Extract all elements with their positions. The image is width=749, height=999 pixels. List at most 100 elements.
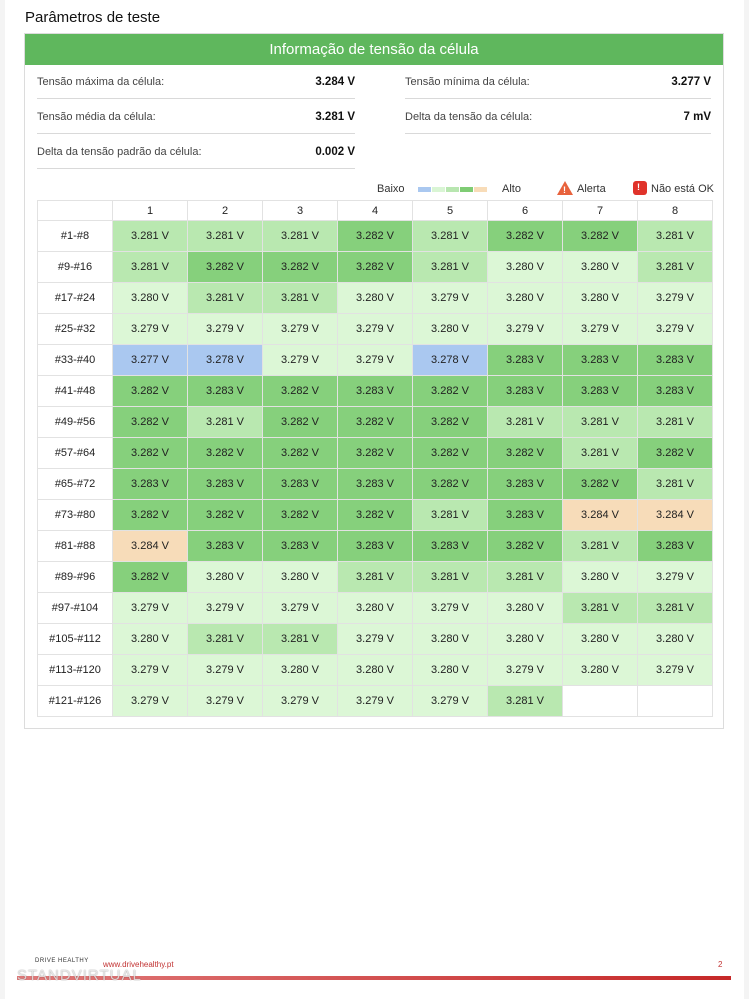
voltage-cell: 3.283 V <box>337 375 413 407</box>
stat-value: 3.284 V <box>315 75 355 88</box>
voltage-cell: 3.279 V <box>412 685 488 717</box>
table-row: #65-#72 3.283 V 3.283 V 3.283 V 3.283 V 3.282… <box>37 468 713 500</box>
voltage-cell: 3.283 V <box>262 530 338 562</box>
column-header: 1 <box>112 200 188 221</box>
voltage-cell: 3.281 V <box>337 561 413 593</box>
row-label: #17-#24 <box>37 282 113 314</box>
voltage-cell: 3.282 V <box>412 375 488 407</box>
voltage-cell: 3.283 V <box>337 468 413 500</box>
alarm-light-icon <box>633 181 647 195</box>
voltage-cell: 3.281 V <box>187 220 263 252</box>
column-header: 3 <box>262 200 338 221</box>
stat-label: Delta da tensão padrão da célula: <box>37 145 202 158</box>
card-title: Informação de tensão da célula <box>25 34 723 65</box>
voltage-cell: 3.282 V <box>187 437 263 469</box>
voltage-cell: 3.281 V <box>637 468 713 500</box>
legend-swatch <box>432 187 445 192</box>
voltage-cell: 3.283 V <box>412 530 488 562</box>
voltage-cell: 3.282 V <box>337 251 413 283</box>
voltage-cell: 3.282 V <box>637 437 713 469</box>
voltage-cell: 3.282 V <box>112 499 188 531</box>
row-label: #9-#16 <box>37 251 113 283</box>
voltage-cell: 3.283 V <box>562 375 638 407</box>
voltage-cell: 3.282 V <box>262 406 338 438</box>
voltage-cell: 3.281 V <box>487 406 563 438</box>
voltage-cell: 3.278 V <box>412 344 488 376</box>
voltage-cell: 3.282 V <box>112 375 188 407</box>
voltage-cell: 3.284 V <box>637 499 713 531</box>
column-header: 2 <box>187 200 263 221</box>
voltage-cell: 3.283 V <box>487 468 563 500</box>
row-label: #81-#88 <box>37 530 113 562</box>
empty-cell <box>637 685 713 717</box>
voltage-cell: 3.282 V <box>262 499 338 531</box>
voltage-cell: 3.281 V <box>412 499 488 531</box>
voltage-cell: 3.283 V <box>262 468 338 500</box>
legend-high-label: Alto <box>502 183 521 195</box>
legend-swatch <box>418 187 431 192</box>
voltage-cell: 3.279 V <box>412 282 488 314</box>
voltage-cell: 3.280 V <box>412 313 488 345</box>
voltage-cell: 3.283 V <box>487 375 563 407</box>
voltage-cell: 3.284 V <box>562 499 638 531</box>
table-row: #121-#126 3.279 V 3.279 V 3.279 V 3.279 V 3.2… <box>37 685 713 717</box>
voltage-cell: 3.280 V <box>487 623 563 655</box>
voltage-cell: 3.280 V <box>187 561 263 593</box>
voltage-cell: 3.279 V <box>112 313 188 345</box>
warning-triangle-icon <box>557 181 573 195</box>
legend-swatch <box>446 187 459 192</box>
voltage-cell: 3.281 V <box>562 592 638 624</box>
voltage-cell: 3.282 V <box>262 251 338 283</box>
voltage-cell: 3.280 V <box>262 654 338 686</box>
voltage-cell: 3.279 V <box>112 685 188 717</box>
stat-label: Tensão média da célula: <box>37 110 156 123</box>
voltage-cell: 3.281 V <box>637 592 713 624</box>
voltage-cell: 3.283 V <box>637 530 713 562</box>
stat-max-voltage: Tensão máxima da célula: 3.284 V <box>37 65 355 99</box>
voltage-cell: 3.278 V <box>187 344 263 376</box>
voltage-cell: 3.282 V <box>337 437 413 469</box>
voltage-cell: 3.282 V <box>337 220 413 252</box>
footer-logo: DRIVE HEALTHY <box>35 958 89 964</box>
row-label: #41-#48 <box>37 375 113 407</box>
voltage-cell: 3.282 V <box>562 220 638 252</box>
table-row: #97-#104 3.279 V 3.279 V 3.279 V 3.280 V 3.27… <box>37 592 713 624</box>
voltage-cell: 3.282 V <box>487 530 563 562</box>
footer-url[interactable]: www.drivehealthy.pt <box>103 960 174 969</box>
row-label: #73-#80 <box>37 499 113 531</box>
voltage-cell: 3.282 V <box>487 437 563 469</box>
column-header: 4 <box>337 200 413 221</box>
voltage-cell: 3.280 V <box>562 251 638 283</box>
voltage-cell: 3.280 V <box>562 654 638 686</box>
stat-avg-voltage: Tensão média da célula: 3.281 V <box>37 100 355 134</box>
legend-low-label: Baixo <box>377 183 405 195</box>
row-label: #1-#8 <box>37 220 113 252</box>
row-label: #121-#126 <box>37 685 113 717</box>
voltage-cell: 3.280 V <box>412 623 488 655</box>
column-header: 6 <box>487 200 563 221</box>
voltage-cell: 3.281 V <box>487 561 563 593</box>
row-label: #33-#40 <box>37 344 113 376</box>
voltage-cell: 3.284 V <box>112 530 188 562</box>
column-header: 7 <box>562 200 638 221</box>
table-row: #49-#56 3.282 V 3.281 V 3.282 V 3.282 V 3.282… <box>37 406 713 438</box>
voltage-cell: 3.280 V <box>337 592 413 624</box>
voltage-cell: 3.279 V <box>262 685 338 717</box>
legend-swatch <box>460 187 473 192</box>
row-label: #113-#120 <box>37 654 113 686</box>
voltage-cell: 3.281 V <box>637 251 713 283</box>
voltage-cell: 3.281 V <box>187 406 263 438</box>
voltage-cell: 3.279 V <box>487 313 563 345</box>
row-label: #49-#56 <box>37 406 113 438</box>
voltage-cell: 3.282 V <box>112 406 188 438</box>
table-row: #33-#40 3.277 V 3.278 V 3.279 V 3.279 V 3.278… <box>37 344 713 376</box>
legend-not-ok-label: Não está OK <box>651 183 714 195</box>
table-header-row: 1 2 3 4 5 6 7 8 <box>37 200 713 221</box>
voltage-cell: 3.282 V <box>112 437 188 469</box>
voltage-cell: 3.279 V <box>637 313 713 345</box>
stat-delta-voltage: Delta da tensão da célula: 7 mV <box>405 100 711 134</box>
cell-voltage-table: 1 2 3 4 5 6 7 8 #1-#8 3.281 V 3.281 V 3.281… <box>37 200 713 717</box>
voltage-cell: 3.280 V <box>487 251 563 283</box>
voltage-cell: 3.283 V <box>187 530 263 562</box>
alarm-mark: ! <box>637 182 640 192</box>
